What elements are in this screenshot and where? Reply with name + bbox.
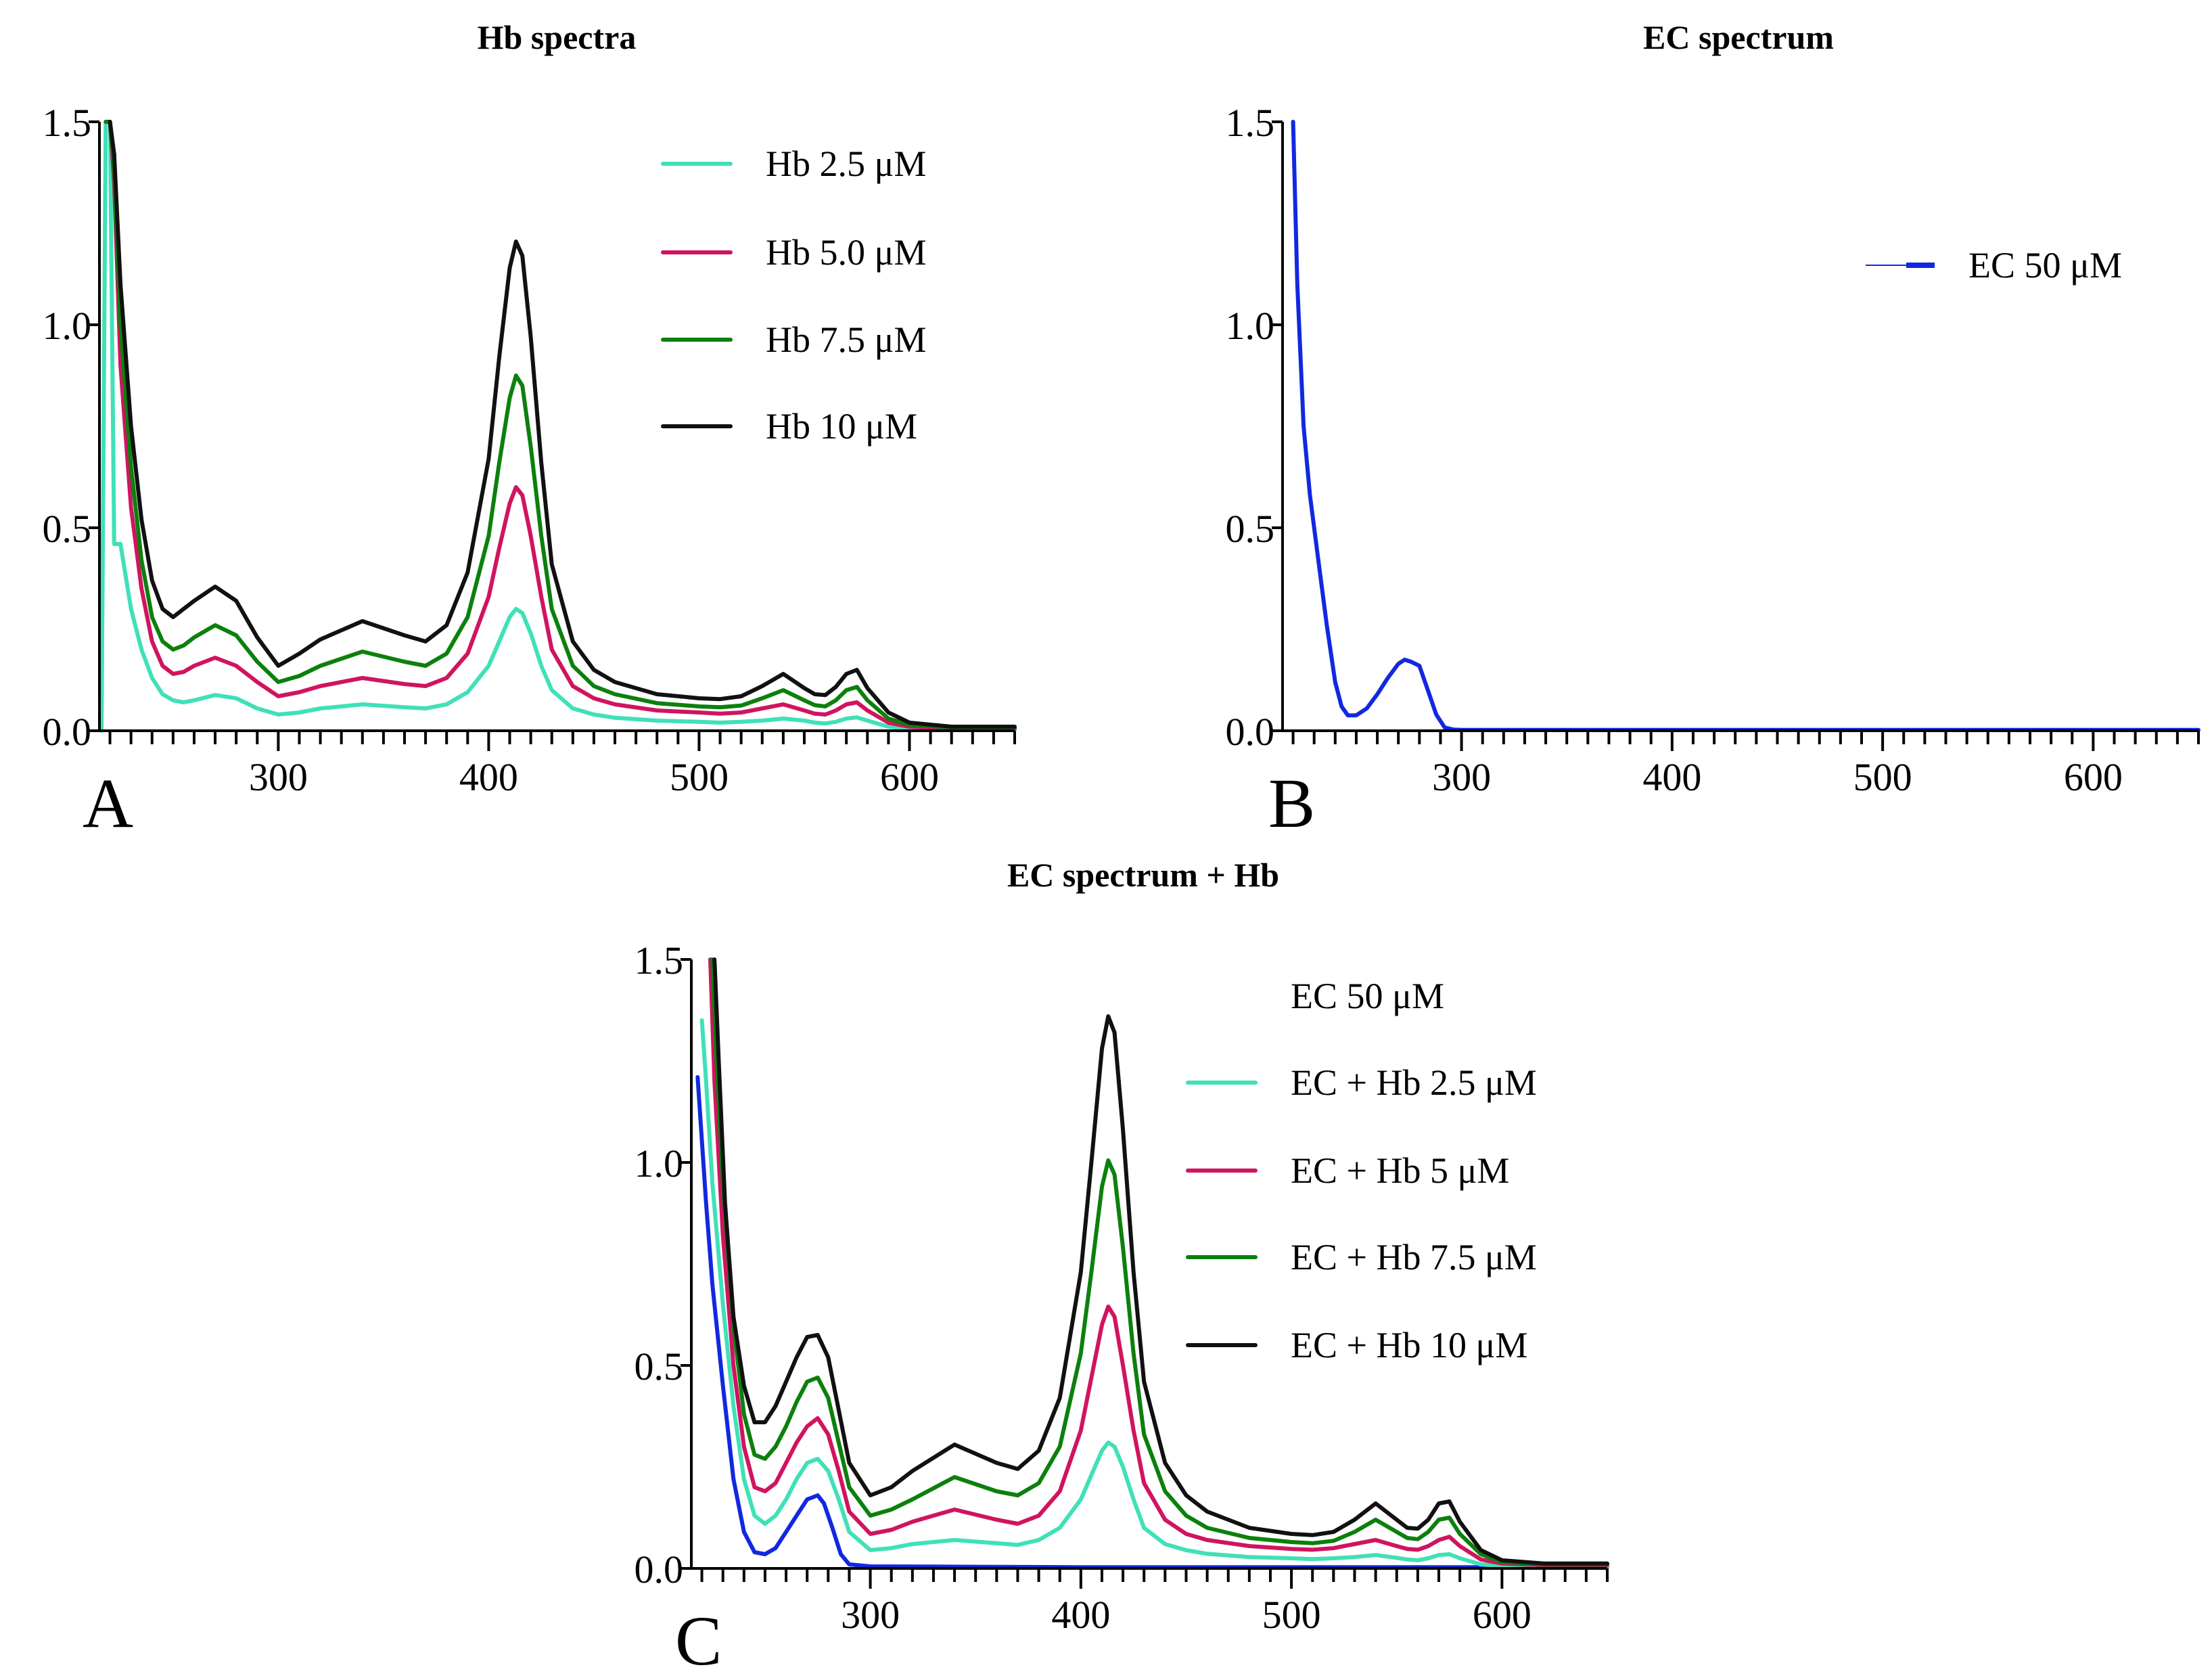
legend-label: Hb 10 μM <box>766 406 917 447</box>
panel-c-letter: C <box>675 1602 722 1676</box>
x-tick-label: 600 <box>880 755 939 799</box>
legend-label: Hb 7.5 μM <box>766 319 926 360</box>
panel-a-letter: A <box>83 765 133 842</box>
panel-a-y-tick-label: 1.0 <box>43 304 92 348</box>
legend-item: EC + Hb 10 μM <box>1186 1325 1527 1365</box>
panel-b-y-tick-label: 1.5 <box>1226 101 1275 145</box>
series-line <box>708 957 1609 1568</box>
x-tick-label: 400 <box>1051 1593 1110 1637</box>
panel-c-legend: EC 50 μM EC + Hb 2.5 μM EC + Hb 5 μM EC … <box>1186 976 1537 1365</box>
panel-c-title: EC spectrum + Hb <box>1007 856 1279 894</box>
panel-b-ec-spectrum: EC spectrum 300 400 500 600 0.0 0.5 1.0 1.5… <box>1226 18 2201 842</box>
legend-item: EC 50 μM <box>1866 245 2122 286</box>
panel-c-y-tick-label: 1.5 <box>635 938 684 982</box>
x-tick-label: 500 <box>670 755 729 799</box>
legend-label-ec-only: EC 50 μM <box>1291 976 1444 1016</box>
series-line <box>99 120 1017 733</box>
series-line <box>108 120 1017 729</box>
legend-label: EC 50 μM <box>1968 245 2122 286</box>
panel-a-y-tick-label: 0.0 <box>43 710 92 754</box>
legend-label: EC + Hb 2.5 μM <box>1291 1062 1537 1103</box>
panel-a-y-tick-label: 1.5 <box>43 101 92 145</box>
legend-label: EC + Hb 5 μM <box>1291 1150 1509 1191</box>
panel-c-ec-plus-hb: EC spectrum + Hb 300 400 500 600 0.0 0.5 1.… <box>635 856 1609 1676</box>
panel-b-plot-area <box>1291 120 2201 732</box>
series-line <box>712 957 1609 1566</box>
legend-label: EC + Hb 7.5 μM <box>1291 1237 1537 1277</box>
series-line <box>710 957 1609 1566</box>
legend-item: Hb 5.0 μM <box>661 232 926 273</box>
panel-c-plot-area <box>695 957 1609 1570</box>
panel-b-y-tick-label: 0.0 <box>1226 710 1275 754</box>
panel-c-y-tick-label: 0.5 <box>635 1344 684 1388</box>
legend-item: EC + Hb 7.5 μM <box>1186 1237 1537 1277</box>
panel-b-y-tick-label: 1.0 <box>1226 304 1275 348</box>
x-tick-label: 300 <box>1432 755 1491 799</box>
panel-a-plot-area <box>99 120 1017 733</box>
panel-a-hb-spectra: Hb spectra 300 400 500 600 0.0 0.5 1.0 1.5 … <box>43 18 1017 842</box>
series-line <box>103 120 1017 730</box>
series-line <box>1291 120 2201 732</box>
x-tick-label: 400 <box>459 755 518 799</box>
x-tick-label: 400 <box>1642 755 1701 799</box>
legend-label: Hb 2.5 μM <box>766 143 926 184</box>
series-line <box>103 120 1017 731</box>
x-tick-label: 500 <box>1853 755 1912 799</box>
panel-b-letter: B <box>1268 765 1315 842</box>
panel-c-ticks: 300 400 500 600 <box>681 958 1609 1637</box>
panel-b-y-tick-label: 0.5 <box>1226 507 1275 551</box>
panel-a-legend: Hb 2.5 μM Hb 5.0 μM Hb 7.5 μM Hb 10 μM <box>661 143 926 447</box>
legend-item: EC + Hb 5 μM <box>1186 1150 1509 1191</box>
panel-a-ticks: 300 400 500 600 <box>89 120 1016 799</box>
x-tick-label: 600 <box>2064 755 2123 799</box>
panel-b-legend: EC 50 μM <box>1866 245 2122 286</box>
panel-c-y-tick-label: 1.0 <box>635 1141 684 1185</box>
panel-b-ticks: 300 400 500 600 <box>1272 120 2200 799</box>
legend-item: Hb 7.5 μM <box>661 319 926 360</box>
x-tick-label: 300 <box>249 755 308 799</box>
legend-label: EC + Hb 10 μM <box>1291 1325 1527 1365</box>
legend-item: EC + Hb 2.5 μM <box>1186 1062 1537 1103</box>
panel-a-y-tick-label: 0.5 <box>43 507 92 551</box>
series-line <box>699 1018 1609 1569</box>
panel-c-y-tick-label: 0.0 <box>635 1547 684 1591</box>
panel-b-title: EC spectrum <box>1643 18 1834 56</box>
x-tick-label: 300 <box>841 1593 900 1637</box>
x-tick-label: 500 <box>1262 1593 1321 1637</box>
legend-item: Hb 10 μM <box>661 406 917 447</box>
panel-a-title: Hb spectra <box>478 18 637 56</box>
x-tick-label: 600 <box>1473 1593 1531 1637</box>
legend-label: Hb 5.0 μM <box>766 232 926 273</box>
legend-item: Hb 2.5 μM <box>661 143 926 184</box>
